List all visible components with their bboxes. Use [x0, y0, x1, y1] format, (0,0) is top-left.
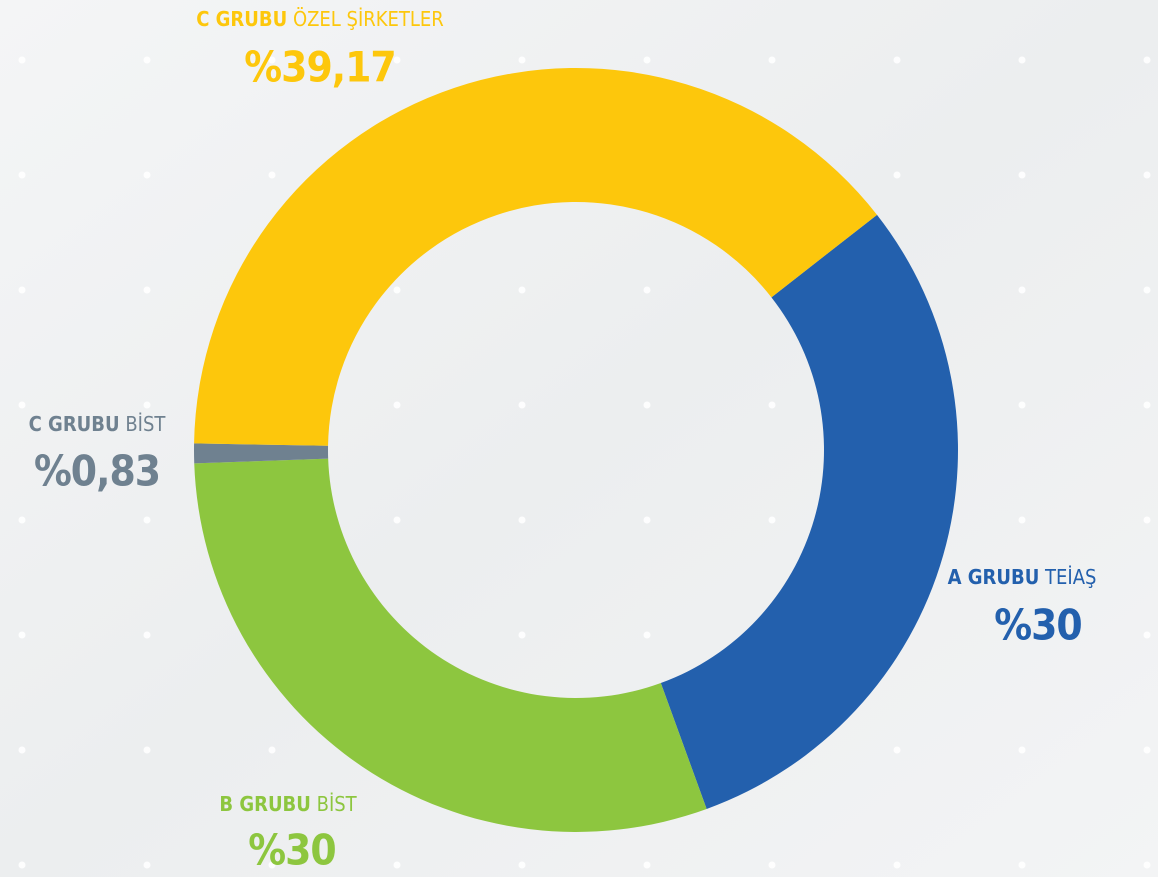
labels: A GRUBU TEİAŞ %30 B GRUBU BİST %30 C GRUBU B…	[29, 7, 1097, 875]
slice-name: ÖZEL ŞİRKETLER	[293, 7, 444, 31]
slice-group: B GRUBU	[219, 792, 311, 816]
slice	[194, 68, 878, 446]
slice-group: A GRUBU	[948, 565, 1040, 589]
slice-value: %30	[994, 601, 1081, 650]
slice-label: A GRUBU TEİAŞ	[948, 565, 1097, 589]
slice-label: C GRUBU BİST	[29, 412, 167, 436]
slice-group: C GRUBU	[29, 412, 120, 436]
slice	[660, 214, 958, 809]
slice-group: C GRUBU	[196, 7, 287, 31]
slice-value: %30	[248, 826, 335, 875]
donut	[194, 68, 958, 833]
slice	[194, 458, 707, 833]
slice-name: TEİAŞ	[1044, 565, 1096, 589]
slice-value: %39,17	[244, 43, 395, 92]
slice-value: %0,83	[34, 447, 160, 496]
slice-label: B GRUBU BİST	[219, 792, 357, 816]
slice-label: C GRUBU ÖZEL ŞİRKETLER	[196, 7, 444, 31]
slice-name: BİST	[317, 792, 358, 816]
slice-name: BİST	[125, 412, 166, 436]
slice	[194, 443, 329, 464]
